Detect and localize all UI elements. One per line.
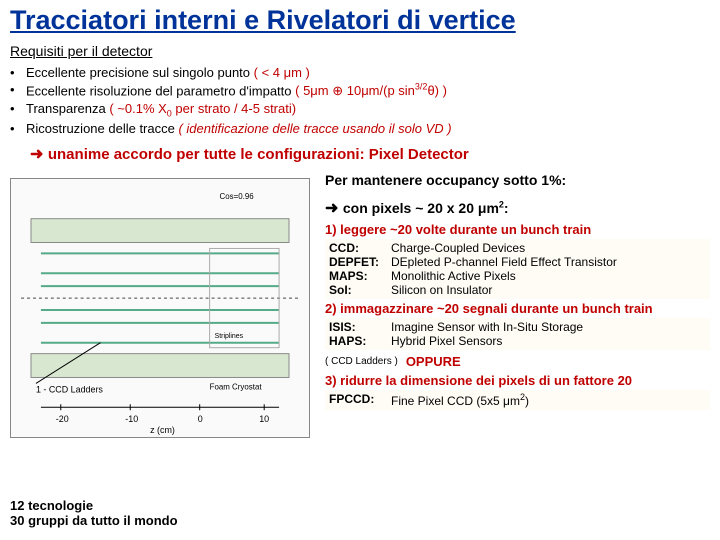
ladder-label: 1 - CCD Ladders bbox=[36, 384, 103, 394]
lower-area: -20 -10 0 10 z (cm) 1 - CCD Ladders Cos=… bbox=[0, 168, 720, 416]
bullet-list: •Eccellente precisione sul singolo punto… bbox=[0, 61, 720, 140]
occupancy-text: Per mantenere occupancy sotto 1%: bbox=[325, 172, 710, 188]
foam-label: Foam Cryostat bbox=[210, 382, 263, 391]
tick-label: 0 bbox=[198, 414, 203, 424]
option-1: 1) leggere ~20 volte durante un bunch tr… bbox=[325, 222, 710, 237]
option-2: 2) immagazzinare ~20 segnali durante un … bbox=[325, 301, 710, 316]
right-column: Per mantenere occupancy sotto 1%: ➜ con … bbox=[325, 172, 710, 410]
option-3: 3) ridurre la dimensione dei pixels di u… bbox=[325, 373, 710, 388]
bullet-item: •Transparenza ( ~0.1% X0 per strato / 4-… bbox=[10, 101, 710, 119]
oppure: OPPURE bbox=[406, 354, 461, 369]
stripline-label: Striplines bbox=[215, 333, 244, 340]
pixels-line: ➜ con pixels ~ 20 x 20 μm2: bbox=[325, 198, 710, 218]
cos-label: Cos=0.96 bbox=[220, 192, 255, 201]
tech-group-3: FPCCD:Fine Pixel CCD (5x5 μm2) bbox=[325, 390, 710, 410]
subtitle: Requisiti per il detector bbox=[0, 41, 720, 61]
tech-group-1: CCD:Charge-Coupled Devices DEPFET:DEplet… bbox=[325, 239, 710, 299]
bullet-item: •Eccellente risoluzione del parametro d'… bbox=[10, 82, 710, 99]
tick-label: -10 bbox=[125, 414, 138, 424]
axis-label: z (cm) bbox=[150, 425, 175, 435]
tech-group-2: ISIS:Imagine Sensor with In-Situ Storage… bbox=[325, 318, 710, 350]
tick-label: 10 bbox=[259, 414, 269, 424]
bullet-item: •Ricostruzione delle tracce ( identifica… bbox=[10, 121, 710, 136]
bottom-left-note: 12 tecnologie 30 gruppi da tutto il mond… bbox=[10, 498, 178, 528]
ccd-ladders-note: ( CCD Ladders ) bbox=[325, 356, 398, 367]
tick-label: -20 bbox=[56, 414, 69, 424]
accord-line: ➜ unanime accordo per tutte le configura… bbox=[0, 140, 720, 168]
detector-diagram: -20 -10 0 10 z (cm) 1 - CCD Ladders Cos=… bbox=[10, 178, 310, 438]
slide-title: Tracciatori interni e Rivelatori di vert… bbox=[0, 0, 720, 41]
bullet-item: •Eccellente precisione sul singolo punto… bbox=[10, 65, 710, 80]
